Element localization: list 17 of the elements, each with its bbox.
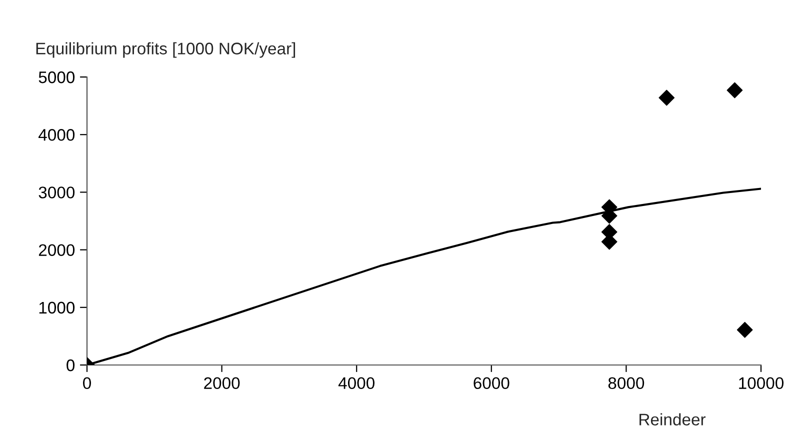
- x-tick-label: 6000: [474, 377, 510, 390]
- y-tick-label: 3000: [38, 186, 75, 198]
- y-tick-label: 4000: [38, 129, 75, 141]
- y-tick-label: 5000: [38, 71, 75, 84]
- x-axis-title: Reindeer: [640, 413, 706, 426]
- x-tick-label: 10000: [739, 377, 784, 390]
- point: [726, 82, 743, 98]
- point: [736, 322, 753, 338]
- x-tick-label: 4000: [338, 377, 374, 390]
- y-tick-label: 1000: [39, 302, 75, 314]
- y-tick-label: 0: [66, 359, 75, 372]
- y-tick-label: 2000: [38, 244, 75, 256]
- y-axis-title: Equilibrium profits [1000 NOK/year]: [36, 42, 296, 58]
- x-tick-label: 2000: [204, 377, 240, 390]
- x-tick-label: 0: [83, 377, 91, 390]
- x-tick-label: 8000: [608, 377, 644, 390]
- point: [658, 90, 675, 106]
